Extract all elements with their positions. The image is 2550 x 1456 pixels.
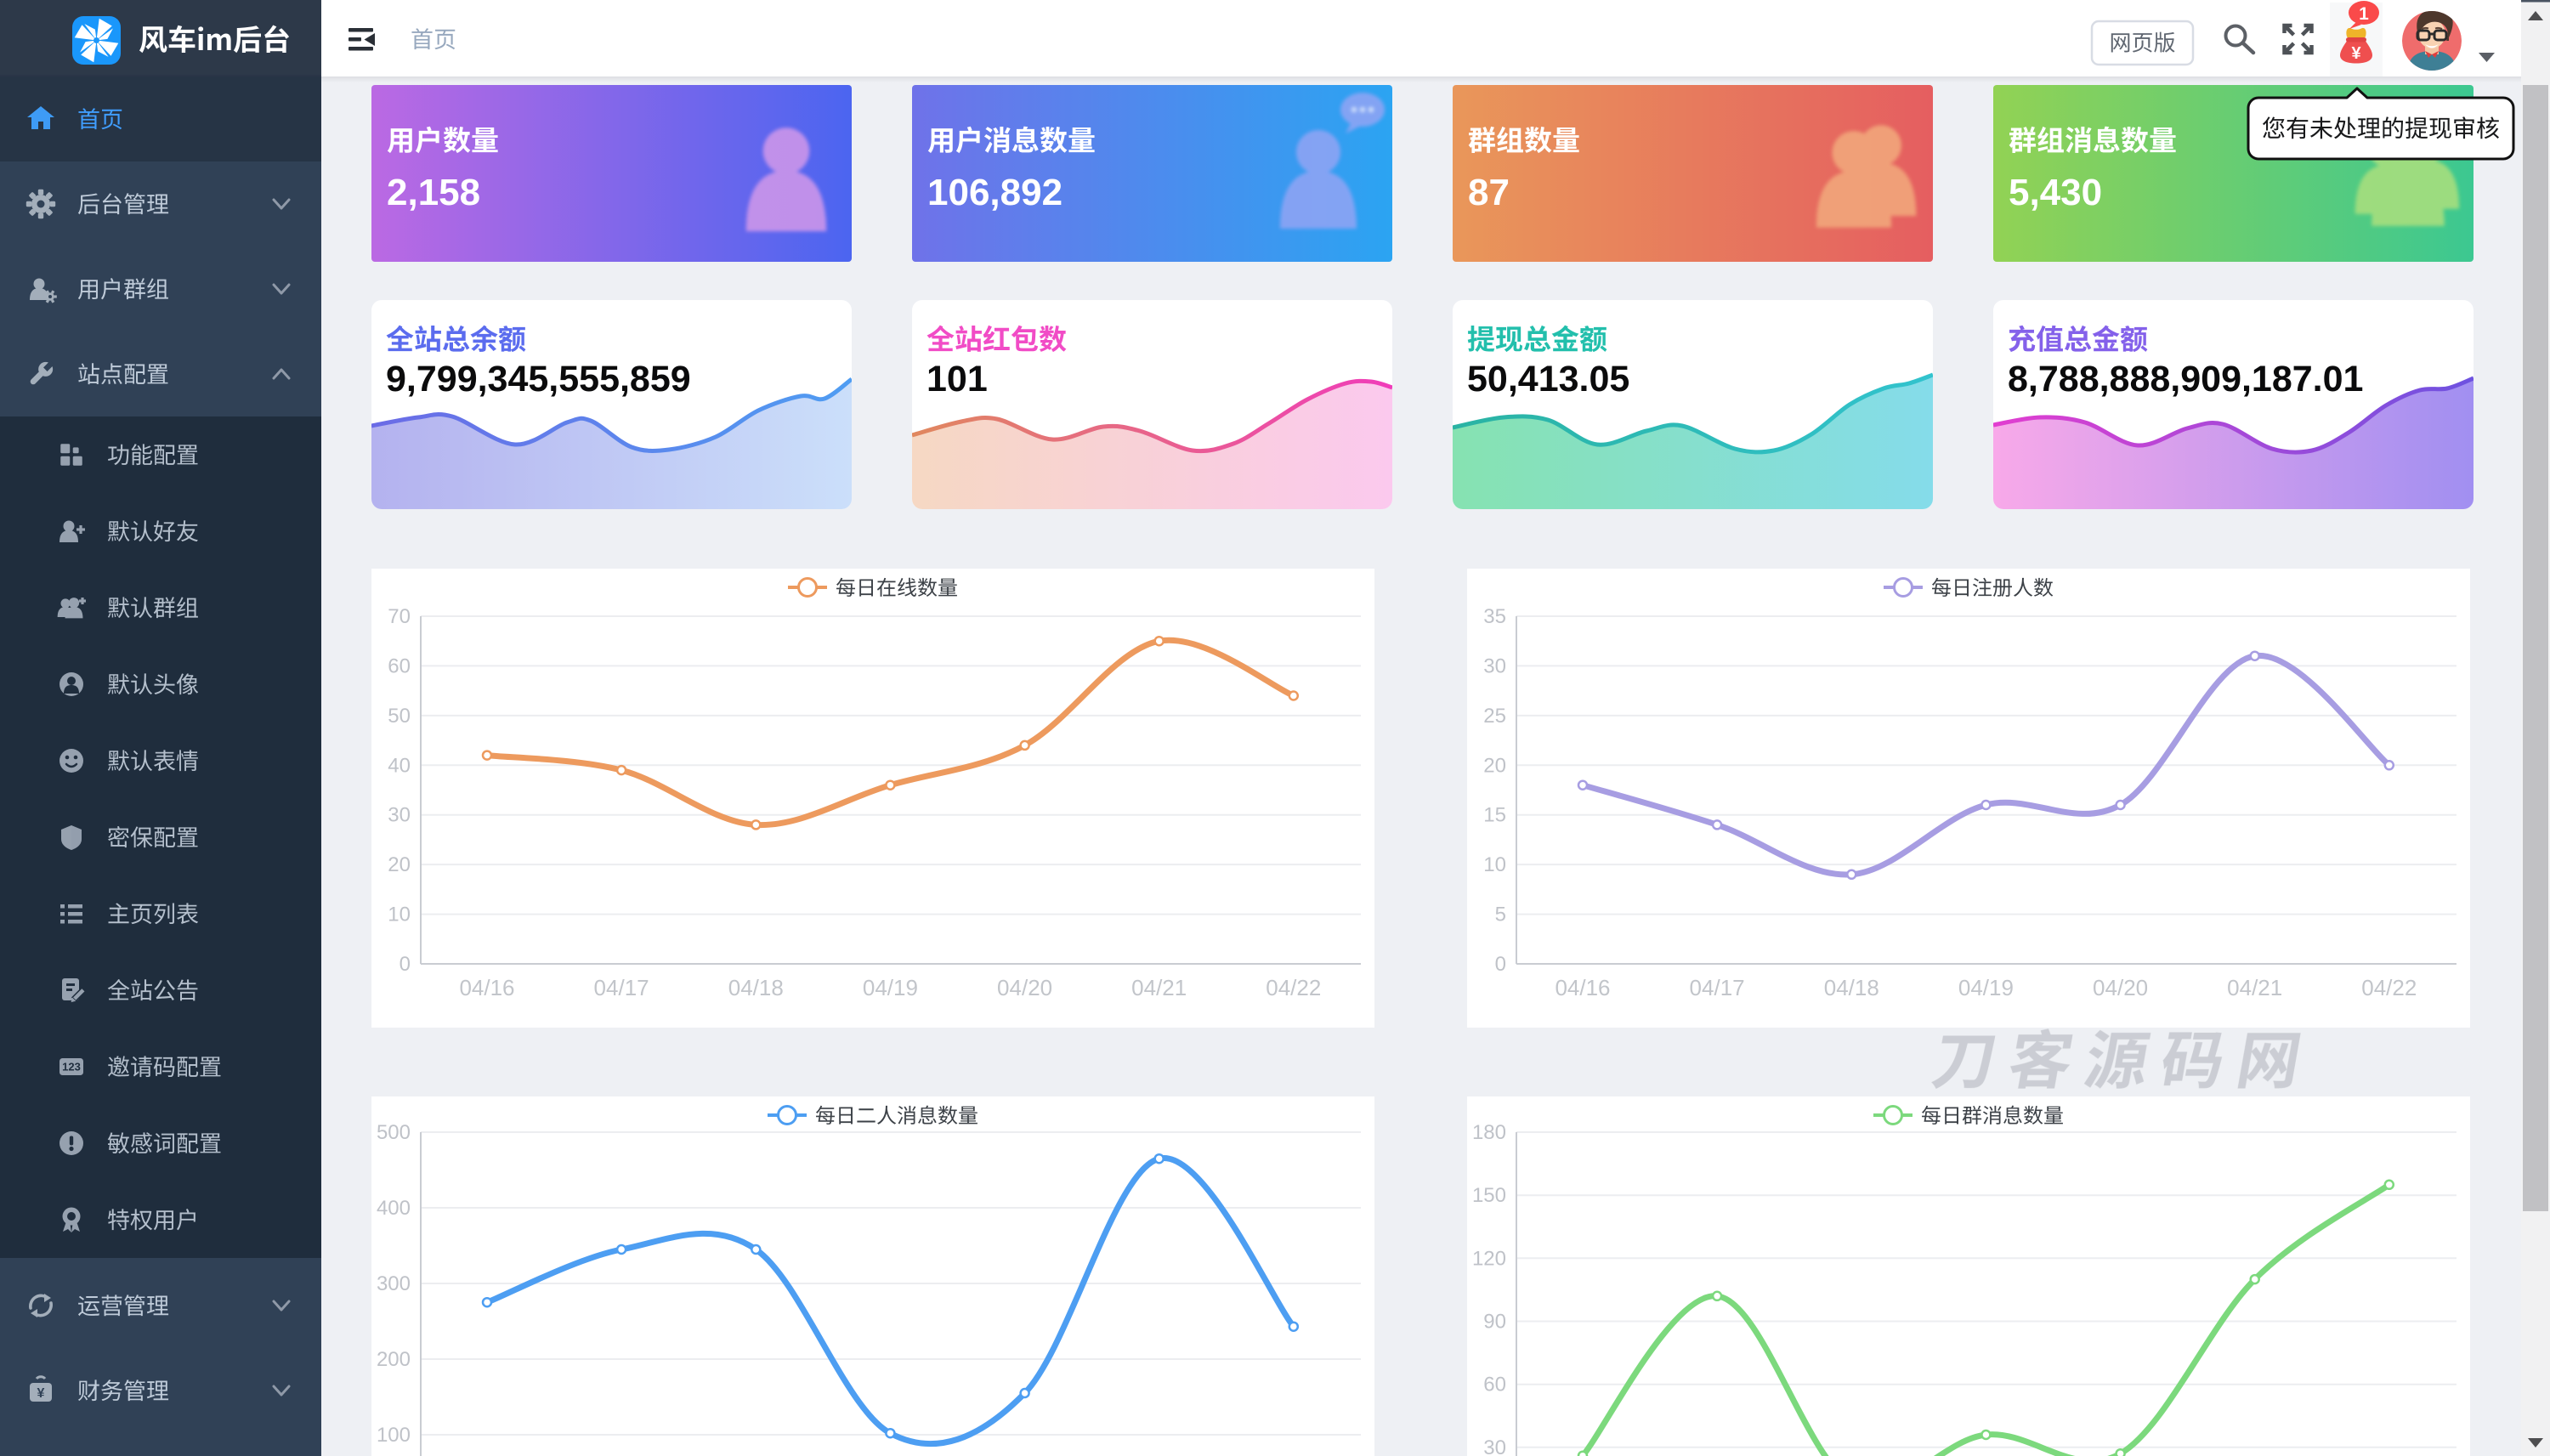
svg-text:30: 30 (1483, 1436, 1506, 1456)
svg-text:1: 1 (2359, 4, 2369, 24)
svg-text:15: 15 (1483, 804, 1506, 827)
svg-text:04/16: 04/16 (1555, 975, 1610, 1000)
svg-text:04/20: 04/20 (2093, 975, 2148, 1000)
svg-text:60: 60 (388, 654, 411, 677)
svg-text:35: 35 (1483, 605, 1506, 628)
svg-text:¥: ¥ (37, 1386, 45, 1401)
svg-text:2,158: 2,158 (387, 172, 480, 213)
svg-text:30: 30 (1483, 654, 1506, 677)
svg-text:04/22: 04/22 (2361, 975, 2417, 1000)
svg-text:04/17: 04/17 (1690, 975, 1745, 1000)
svg-text:04/21: 04/21 (1131, 975, 1187, 1000)
svg-text:10: 10 (1483, 853, 1506, 876)
svg-text:10: 10 (388, 904, 411, 926)
svg-text:200: 200 (377, 1348, 411, 1371)
svg-text:20: 20 (1483, 754, 1506, 777)
svg-text:300: 300 (377, 1272, 411, 1295)
svg-text:0: 0 (400, 953, 411, 976)
svg-text:25: 25 (1483, 705, 1506, 728)
svg-text:04/18: 04/18 (1824, 975, 1879, 1000)
svg-text:04/20: 04/20 (997, 975, 1052, 1000)
svg-text:90: 90 (1483, 1311, 1506, 1334)
svg-text:40: 40 (388, 754, 411, 777)
svg-text:04/22: 04/22 (1266, 975, 1321, 1000)
svg-text:¥: ¥ (2351, 44, 2361, 63)
svg-text:9,799,345,555,859: 9,799,345,555,859 (386, 359, 691, 399)
svg-text:50: 50 (388, 705, 411, 728)
svg-text:87: 87 (1468, 172, 1510, 213)
svg-text:120: 120 (1472, 1247, 1506, 1270)
svg-text:150: 150 (1472, 1184, 1506, 1207)
svg-text:5: 5 (1495, 904, 1506, 926)
svg-text:106,892: 106,892 (927, 172, 1062, 213)
svg-text:100: 100 (377, 1424, 411, 1447)
svg-text:123: 123 (62, 1061, 81, 1074)
svg-text:30: 30 (388, 804, 411, 827)
svg-text:70: 70 (388, 605, 411, 628)
svg-text:04/18: 04/18 (728, 975, 784, 1000)
svg-text:5,430: 5,430 (2009, 172, 2102, 213)
svg-text:500: 500 (377, 1121, 411, 1144)
svg-text:04/21: 04/21 (2227, 975, 2282, 1000)
svg-text:180: 180 (1472, 1121, 1506, 1144)
svg-text:50,413.05: 50,413.05 (1467, 359, 1629, 399)
svg-text:8,788,888,909,187.01: 8,788,888,909,187.01 (2008, 359, 2363, 399)
svg-text:60: 60 (1483, 1374, 1506, 1397)
svg-text:04/19: 04/19 (863, 975, 918, 1000)
svg-text:0: 0 (1495, 953, 1506, 976)
svg-text:04/19: 04/19 (1958, 975, 2014, 1000)
svg-text:04/17: 04/17 (594, 975, 649, 1000)
svg-text:101: 101 (926, 359, 988, 399)
svg-text:20: 20 (388, 853, 411, 876)
svg-text:400: 400 (377, 1197, 411, 1220)
svg-text:04/16: 04/16 (459, 975, 514, 1000)
